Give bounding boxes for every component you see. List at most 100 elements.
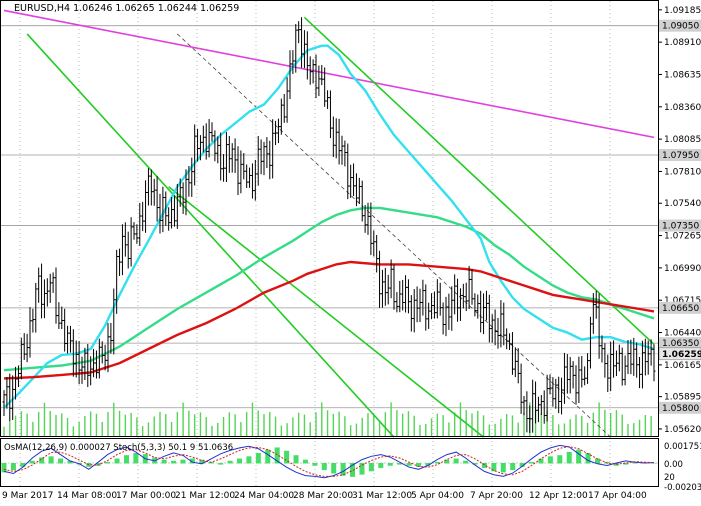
oscillator-tick-label: 20 xyxy=(664,473,675,483)
osma-histogram-bar xyxy=(20,463,26,467)
osma-histogram-bar xyxy=(387,463,393,466)
oscillator-tick-label: 0.00 xyxy=(664,460,683,470)
y-tick-label: 1.05895 xyxy=(664,393,701,403)
price-level-tag xyxy=(659,149,701,162)
y-tick-label: 1.06715 xyxy=(664,296,701,306)
osma-histogram-bar xyxy=(312,463,318,466)
oscillator-panel xyxy=(0,444,658,479)
osma-histogram-bar xyxy=(463,460,469,464)
current-price-label: 1.06259 xyxy=(662,350,701,360)
ma-cyan-line xyxy=(3,44,655,409)
osma-histogram-bar xyxy=(453,458,459,464)
osma-histogram-bar xyxy=(1,463,7,473)
y-tick-label: 1.06990 xyxy=(664,264,701,274)
osma-histogram-bar xyxy=(67,460,73,464)
ma-green-line xyxy=(3,206,655,372)
symbol-header: EURUSD,H4 1.06246 1.06265 1.06244 1.0625… xyxy=(14,3,239,14)
osma-histogram-bar xyxy=(321,463,327,471)
osma-histogram-bar xyxy=(547,456,553,464)
osma-histogram-bar xyxy=(123,455,129,464)
osma-histogram-bar xyxy=(425,463,431,466)
osma-histogram-bar xyxy=(265,449,271,464)
x-tick-label: 17 Mar 00:00 xyxy=(116,491,176,501)
osma-histogram-bar xyxy=(529,461,535,464)
oscillator-tick-label: 0.001751 xyxy=(664,442,701,452)
price-level-tag xyxy=(659,19,701,32)
osma-histogram-bar xyxy=(95,463,101,466)
trend-line-green-a xyxy=(26,33,395,438)
y-tick-label: 1.07540 xyxy=(664,199,701,209)
osma-histogram-bar xyxy=(538,458,544,464)
x-tick-label: 14 Mar 08:00 xyxy=(57,491,117,501)
y-tick-label: 1.06165 xyxy=(664,361,701,371)
price-level-label: 1.06350 xyxy=(662,339,699,349)
osma-histogram-bar xyxy=(227,460,233,464)
y-tick-label: 1.08635 xyxy=(664,70,701,80)
trend-line-magenta xyxy=(3,9,655,139)
y-tick-label: 1.07810 xyxy=(664,167,701,177)
y-tick-label: 1.08910 xyxy=(664,38,701,48)
trend-line-dashed xyxy=(177,33,611,438)
osma-histogram-bar xyxy=(48,456,54,464)
y-tick-label: 1.06440 xyxy=(664,329,701,339)
osma-histogram-bar xyxy=(39,457,45,464)
stoch-k-line xyxy=(3,444,655,479)
osma-histogram-bar xyxy=(510,463,516,471)
oscillator-panel-border xyxy=(0,438,659,487)
x-tick-label: 21 Mar 12:00 xyxy=(175,491,235,501)
price-level-tag xyxy=(659,337,701,350)
y-tick-label: 1.09185 xyxy=(664,6,701,16)
osma-histogram-bar xyxy=(481,463,487,468)
osma-histogram-bar xyxy=(491,463,497,472)
candlesticks xyxy=(2,17,656,433)
osma-histogram-bar xyxy=(415,463,421,467)
osma-histogram-bar xyxy=(444,459,450,464)
oscillator-label: OsMA(12,26,9) 0.000027 Stoch(5,3,3) 50.1… xyxy=(4,443,233,453)
osma-histogram-bar xyxy=(350,463,356,477)
osma-histogram-bar xyxy=(293,455,299,464)
osma-histogram-bar xyxy=(133,453,139,464)
price-level-tag xyxy=(659,219,701,232)
price-level-label: 1.07950 xyxy=(662,151,699,161)
y-tick-label: 1.08085 xyxy=(664,135,701,145)
osma-histogram-bar xyxy=(218,463,224,465)
osma-histogram-bar xyxy=(199,459,205,464)
x-tick-label: 17 Apr 04:00 xyxy=(588,491,647,501)
x-tick-label: 12 Apr 12:00 xyxy=(529,491,588,501)
price-level-tag xyxy=(659,401,701,414)
osma-histogram-bar xyxy=(340,463,346,476)
oscillator-tick-label: -0.002031 xyxy=(664,483,701,493)
osma-histogram-bar xyxy=(246,456,252,464)
moving-averages xyxy=(3,44,655,409)
x-tick-label: 31 Mar 12:00 xyxy=(352,491,412,501)
osma-histogram-bar xyxy=(180,459,186,464)
osma-histogram-bar xyxy=(171,460,177,464)
osma-histogram-bar xyxy=(623,463,629,465)
x-tick-label: 24 Mar 04:00 xyxy=(234,491,294,501)
osma-histogram-bar xyxy=(331,463,337,474)
osma-histogram-bar xyxy=(302,459,308,464)
osma-histogram-bar xyxy=(434,461,440,464)
level-labels: 1.09050 1.07950 1.07350 1.06650 1.06350 1.058… xyxy=(658,19,701,414)
price-level-label: 1.05800 xyxy=(662,404,699,414)
price-level-label: 1.09050 xyxy=(662,22,699,32)
price-level-label: 1.07350 xyxy=(662,222,699,232)
trend-lines xyxy=(3,9,655,438)
osma-histogram-bar xyxy=(255,453,261,464)
x-tick-label: 7 Apr 20:00 xyxy=(470,491,523,501)
osma-histogram-bar xyxy=(557,455,563,464)
volume-bars xyxy=(3,402,652,436)
vertical-gridlines xyxy=(19,1,611,486)
osma-histogram-bar xyxy=(397,463,403,465)
osma-histogram-bar xyxy=(237,458,243,464)
price-axis: 1.09185 1.08910 1.08635 1.08360 1.08085 1.078… xyxy=(658,6,701,493)
main-panel-border xyxy=(0,0,659,437)
osma-histogram-bar xyxy=(161,459,167,464)
osma-histogram-bar xyxy=(10,463,16,471)
osma-histogram-bar xyxy=(500,463,506,473)
x-tick-label: 5 Apr 04:00 xyxy=(411,491,464,501)
x-tick-label: 9 Mar 2017 xyxy=(2,491,53,501)
osma-histogram-bar xyxy=(29,460,35,464)
